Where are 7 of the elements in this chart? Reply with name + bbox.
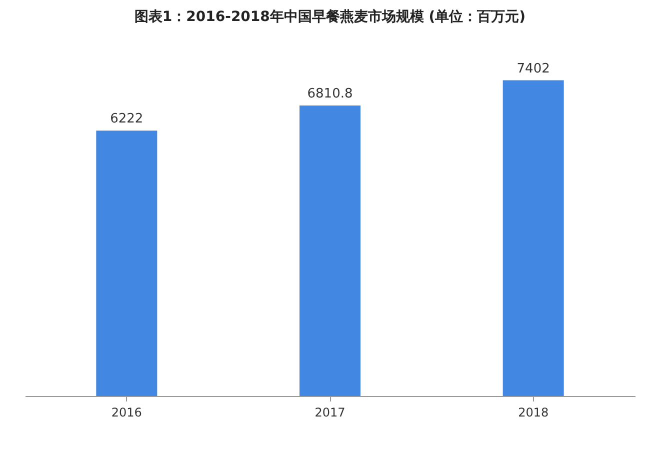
x-tick-label: 2017 [314,406,346,420]
data-label: 7402 [516,61,550,76]
x-tick-label: 2016 [111,406,142,420]
chart-title: 图表1：2016-2018年中国早餐燕麦市场规模 (单位：百万元) [134,8,526,25]
x-tick-label: 2018 [518,406,549,420]
data-label: 6810.8 [307,86,353,102]
data-label: 6222 [110,112,144,127]
